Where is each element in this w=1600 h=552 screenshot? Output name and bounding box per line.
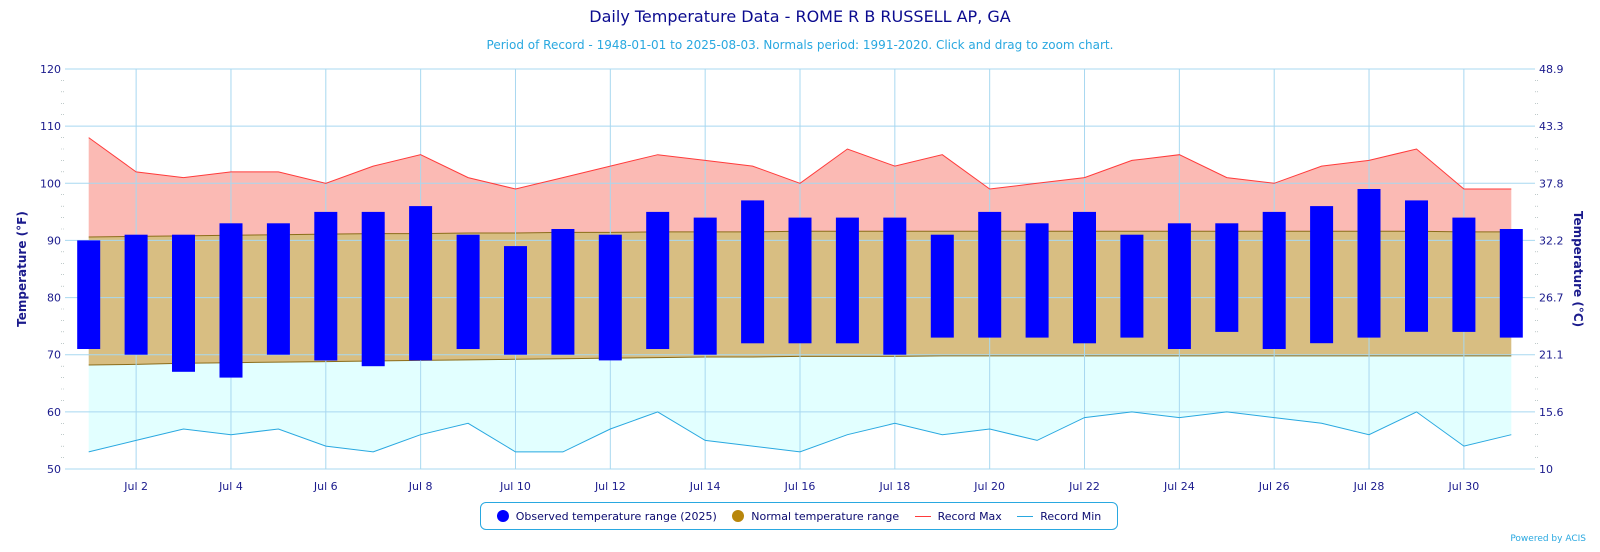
x-tick-label: Jul 14 bbox=[689, 480, 721, 493]
observed-bar bbox=[1405, 200, 1428, 332]
x-tick-label: Jul 12 bbox=[594, 480, 626, 493]
observed-bar bbox=[883, 217, 907, 355]
y-tick-label: 60 bbox=[47, 406, 61, 419]
observed-bar bbox=[1452, 217, 1476, 332]
legend-label-observed: Observed temperature range (2025) bbox=[515, 509, 717, 523]
legend-label-record-min: Record Min bbox=[1040, 509, 1102, 523]
y-tick-label: 120 bbox=[40, 63, 61, 76]
y-tick-label-right: 26.7 bbox=[1539, 292, 1564, 305]
y-tick-label: 50 bbox=[47, 463, 61, 476]
y-tick-label-right: 15.6 bbox=[1539, 406, 1564, 419]
observed-bar bbox=[598, 234, 622, 361]
y-tick-label: 90 bbox=[47, 234, 61, 247]
observed-bar bbox=[788, 217, 812, 344]
observed-bar bbox=[1167, 223, 1191, 349]
observed-bar bbox=[1499, 229, 1523, 338]
legend-label-record-max: Record Max bbox=[937, 509, 1002, 523]
x-tick-label: Jul 6 bbox=[313, 480, 338, 493]
x-tick-label: Jul 28 bbox=[1353, 480, 1385, 493]
observed-bar bbox=[124, 234, 148, 355]
x-tick-label: Jul 24 bbox=[1163, 480, 1195, 493]
observed-bar bbox=[172, 234, 195, 372]
y-tick-label-right: 21.1 bbox=[1539, 349, 1564, 362]
x-tick-label: Jul 22 bbox=[1068, 480, 1100, 493]
legend-item-record-max[interactable]: Record Max bbox=[914, 509, 1002, 523]
observed-bar bbox=[504, 246, 527, 355]
observed-bar bbox=[1025, 223, 1049, 338]
chart-legend: Observed temperature range (2025) Normal… bbox=[480, 502, 1118, 530]
observed-bar bbox=[930, 234, 954, 338]
legend-marker-record-min bbox=[1017, 515, 1034, 517]
y-tick-label: 110 bbox=[40, 120, 61, 133]
record-min-line bbox=[88, 411, 1512, 453]
y-tick-label: 100 bbox=[40, 177, 61, 190]
y-axis-title-left: Temperature (°F) bbox=[15, 211, 29, 327]
x-tick-label: Jul 2 bbox=[123, 480, 148, 493]
observed-bar bbox=[456, 234, 480, 349]
chart-title: Daily Temperature Data - ROME R B RUSSEL… bbox=[589, 7, 1011, 26]
observed-bar bbox=[314, 211, 338, 361]
observed-bar bbox=[646, 211, 670, 349]
legend-item-normal[interactable]: Normal temperature range bbox=[732, 510, 899, 523]
x-tick-label: Jul 8 bbox=[408, 480, 433, 493]
observed-bar bbox=[1073, 211, 1096, 344]
legend-marker-observed bbox=[496, 510, 509, 522]
observed-bar bbox=[1120, 234, 1144, 338]
observed-bar bbox=[835, 217, 859, 344]
chart-subtitle: Period of Record - 1948-01-01 to 2025-08… bbox=[486, 38, 1114, 52]
x-tick-label: Jul 30 bbox=[1447, 480, 1479, 493]
observed-bar bbox=[1215, 223, 1239, 332]
observed-bar bbox=[693, 217, 717, 355]
y-tick-label-right: 32.2 bbox=[1539, 234, 1564, 247]
legend-item-observed[interactable]: Observed temperature range (2025) bbox=[496, 509, 717, 523]
y-tick-label: 70 bbox=[47, 349, 61, 362]
observed-bar bbox=[1310, 206, 1334, 344]
y-tick-label-right: 10 bbox=[1539, 463, 1553, 476]
observed-bar bbox=[978, 211, 1002, 338]
legend-marker-record-max bbox=[914, 515, 931, 517]
observed-bar bbox=[219, 223, 243, 378]
x-tick-label: Jul 10 bbox=[499, 480, 531, 493]
credits-link[interactable]: Powered by ACIS bbox=[1510, 534, 1586, 544]
x-tick-label: Jul 4 bbox=[218, 480, 243, 493]
x-tick-label: Jul 16 bbox=[784, 480, 816, 493]
legend-marker-normal bbox=[732, 510, 745, 522]
y-tick-label-right: 43.3 bbox=[1539, 120, 1564, 133]
legend-label-normal: Normal temperature range bbox=[751, 509, 900, 523]
y-axis-title-right: Temperature (°C) bbox=[1571, 211, 1585, 327]
observed-bar bbox=[741, 200, 765, 344]
legend-item-record-min[interactable]: Record Min bbox=[1017, 510, 1101, 523]
y-tick-label-right: 48.9 bbox=[1539, 63, 1564, 76]
x-tick-label: Jul 18 bbox=[878, 480, 910, 493]
record-max-line bbox=[88, 137, 1512, 190]
observed-bar bbox=[551, 229, 575, 355]
observed-bar bbox=[266, 223, 290, 355]
x-tick-label: Jul 26 bbox=[1258, 480, 1290, 493]
observed-bar bbox=[361, 211, 385, 367]
y-tick-label-right: 37.8 bbox=[1539, 177, 1564, 190]
observed-bar bbox=[77, 240, 101, 349]
y-tick-label: 80 bbox=[47, 292, 61, 305]
observed-bar bbox=[409, 206, 433, 361]
x-tick-label: Jul 20 bbox=[973, 480, 1005, 493]
observed-bar bbox=[1357, 189, 1381, 338]
observed-bar bbox=[1262, 211, 1286, 349]
